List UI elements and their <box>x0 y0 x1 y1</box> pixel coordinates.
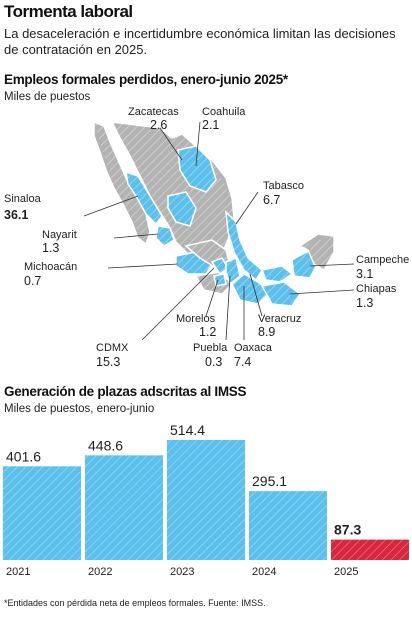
leader-nayarit <box>113 233 159 239</box>
bar-category-label-2021: 2021 <box>6 566 30 578</box>
bar-category-label-2024: 2024 <box>252 566 276 578</box>
footnote: *Entidades con pérdida neta de empleos f… <box>4 598 266 608</box>
bar-category-label-2023: 2023 <box>170 566 194 578</box>
leader-zacatecas <box>159 127 183 161</box>
label-sinaloa-name: Sinaloa <box>4 193 42 205</box>
label-zacatecas-name: Zacatecas <box>128 106 179 118</box>
bar-value-label-2023: 514.4 <box>170 422 205 438</box>
label-tabasco-name: Tabasco <box>263 180 304 192</box>
label-oaxaca-name: Oaxaca <box>234 342 273 354</box>
leader-sinaloa <box>83 195 139 217</box>
bar-value-label-2022: 448.6 <box>88 437 123 453</box>
bar-title: Generación de plazas adscritas al IMSS <box>4 384 247 399</box>
label-cdmx-name: CDMX <box>96 342 129 354</box>
leader-tabasco <box>235 191 259 225</box>
page-subtitle: La desaceleración e incertidumbre económ… <box>4 26 396 57</box>
bar-hatch-2025 <box>331 539 409 560</box>
leader-michoacan <box>107 263 179 269</box>
map-title: Empleos formales perdidos, enero-junio 2… <box>4 72 288 87</box>
label-campeche-name: Campeche <box>356 254 409 266</box>
label-sinaloa-value: 36.1 <box>4 208 28 222</box>
bar-value-label-2024: 295.1 <box>252 473 287 489</box>
label-puebla-name: Puebla <box>193 342 228 354</box>
leader-cdmx <box>141 267 215 341</box>
bar-category-label-2022: 2022 <box>88 566 112 578</box>
map-subtitle: Miles de puestos <box>4 91 91 103</box>
label-tabasco-value: 6.7 <box>263 193 280 207</box>
bar-value-label-2025: 87.3 <box>334 522 361 538</box>
bar-hatch-2021 <box>3 466 81 560</box>
label-zacatecas-value: 2.6 <box>150 118 167 132</box>
leader-veracruz <box>249 273 263 317</box>
label-veracruz-value: 8.9 <box>258 325 275 339</box>
label-chiapas-name: Chiapas <box>356 283 397 295</box>
label-morelos-name: Morelos <box>176 313 216 325</box>
label-michoacan-value: 0.7 <box>24 274 41 288</box>
label-puebla-value: 0.3 <box>205 355 222 369</box>
label-oaxaca-value: 7.4 <box>234 355 251 369</box>
bar-subtitle: Miles de puestos, enero-junio <box>4 403 155 415</box>
label-cdmx-value: 15.3 <box>96 355 120 369</box>
leader-coahuila <box>195 121 201 167</box>
leader-campeche <box>309 263 355 267</box>
label-campeche-value: 3.1 <box>356 267 373 281</box>
bar-hatch-2022 <box>85 455 163 560</box>
bar-category-label-2025: 2025 <box>334 566 358 578</box>
bar-hatch-2024 <box>249 491 327 560</box>
leader-puebla <box>225 275 231 341</box>
label-chiapas-value: 1.3 <box>356 296 373 310</box>
bar-hatch-2023 <box>167 440 245 560</box>
leader-chiapas <box>289 289 355 295</box>
label-nayarit-name: Nayarit <box>42 229 77 241</box>
label-michoacan-name: Michoacán <box>24 261 77 273</box>
label-veracruz-name: Veracruz <box>258 313 301 325</box>
page-title: Tormenta laboral <box>4 2 133 21</box>
leader-morelos <box>205 279 219 317</box>
bar-value-label-2021: 401.6 <box>6 448 41 464</box>
label-coahuila-name: Coahuila <box>202 106 246 118</box>
label-nayarit-value: 1.3 <box>42 241 59 255</box>
label-coahuila-value: 2.1 <box>202 118 219 132</box>
label-morelos-value: 1.2 <box>199 325 216 339</box>
